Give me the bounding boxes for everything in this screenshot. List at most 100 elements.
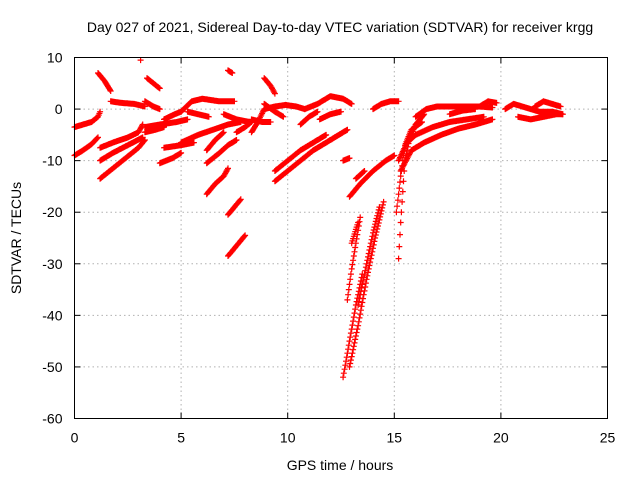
series-trace-20: [203, 137, 240, 167]
data-point-markers: [225, 67, 236, 76]
data-point-markers: [141, 98, 163, 113]
x-tick-label: 0: [71, 430, 79, 446]
data-point-markers: [248, 116, 274, 125]
series-trace-32: [271, 126, 351, 185]
data-point-markers: [233, 119, 255, 136]
data-point-markers: [97, 137, 148, 182]
data-point-markers: [144, 75, 163, 92]
data-point-markers: [346, 198, 387, 370]
series-trace-22: [225, 67, 236, 76]
data-point-markers: [370, 98, 402, 113]
x-tick-label: 5: [177, 430, 185, 446]
data-point-markers: [397, 116, 496, 174]
data-point-markers: [261, 75, 278, 97]
series-trace-26: [233, 119, 255, 136]
series-trace-50: [446, 106, 479, 118]
series-trace-33: [297, 108, 321, 128]
series-trace-12: [141, 124, 167, 136]
x-tick-label: 25: [600, 430, 616, 446]
series-trace-21: [203, 165, 231, 198]
data-point-markers: [203, 165, 231, 198]
x-axis-label: GPS time / hours: [287, 457, 394, 473]
data-point-markers: [97, 121, 146, 151]
series-trace-41: [346, 152, 398, 200]
data-point-markers: [515, 111, 566, 123]
series-trace-24: [225, 232, 249, 259]
series-trace-48: [397, 116, 496, 174]
series-trace-40: [355, 204, 383, 308]
data-point-markers: [178, 95, 238, 115]
series-trace-23: [225, 196, 244, 218]
x-tick-label: 10: [280, 430, 296, 446]
chart-title: Day 027 of 2021, Sidereal Day-to-day VTE…: [87, 19, 593, 35]
y-tick-label: -10: [42, 153, 62, 169]
x-tick-label: 20: [493, 430, 509, 446]
series-trace-30: [261, 100, 287, 120]
series-trace-18: [184, 108, 212, 120]
data-point-markers: [352, 168, 368, 182]
series-trace-08: [137, 57, 144, 64]
series-trace-10: [141, 98, 163, 113]
data-point-markers: [225, 196, 244, 218]
series-trace-03: [95, 70, 114, 94]
data-point-markers: [203, 129, 227, 154]
data-point-markers: [301, 93, 355, 113]
series-trace-14: [178, 95, 238, 115]
data-point-markers: [446, 106, 479, 118]
series-trace-06: [97, 134, 146, 164]
series-trace-09: [144, 75, 163, 92]
series-trace-53: [515, 111, 566, 123]
y-tick-label: 10: [47, 50, 63, 66]
series-trace-42: [348, 219, 362, 247]
series-trace-07: [97, 137, 148, 182]
series-trace-54: [532, 98, 564, 110]
data-point-markers: [141, 124, 167, 136]
data-point-markers: [271, 131, 330, 174]
series-trace-47: [395, 113, 487, 164]
series-trace-51: [476, 98, 500, 110]
series-trace-29: [261, 75, 278, 97]
data-point-markers: [220, 111, 253, 125]
data-point-markers: [225, 232, 249, 259]
y-tick-label: -50: [42, 359, 62, 375]
data-point-markers: [261, 100, 287, 120]
plot-frame: [74, 57, 608, 419]
data-point-markers: [137, 57, 144, 64]
series-trace-11: [141, 116, 191, 131]
data-point-markers: [97, 134, 146, 164]
series-trace-05: [97, 121, 146, 151]
data-point-markers: [203, 137, 240, 167]
series-trace-36: [340, 155, 353, 164]
series-trace-35: [316, 108, 344, 123]
series-trace-25: [220, 111, 253, 125]
series-trace-04: [107, 98, 148, 110]
y-tick-label: -20: [42, 204, 62, 220]
series-trace-43: [352, 168, 368, 182]
data-point-markers: [107, 98, 148, 110]
data-point-markers: [156, 149, 185, 167]
axis-ticks: 0 5 10 15 20 25 10 0 -10 -20 -30 -40 -50 -60: [42, 50, 615, 446]
data-point-markers: [476, 98, 500, 110]
series-trace-16: [156, 149, 185, 167]
series-trace-34: [301, 93, 355, 113]
data-point-markers: [141, 116, 191, 131]
data-point-markers: [346, 152, 398, 200]
data-points: [71, 57, 566, 381]
y-axis-label: SDTVAR / TECUs: [8, 182, 24, 294]
x-tick-label: 15: [387, 430, 403, 446]
data-point-markers: [178, 119, 244, 146]
y-tick-label: 0: [55, 101, 63, 117]
series-trace-19: [203, 129, 227, 154]
series-trace-44: [370, 98, 402, 113]
data-point-markers: [184, 108, 212, 120]
data-point-markers: [271, 126, 351, 185]
data-point-markers: [532, 98, 564, 110]
y-tick-label: -30: [42, 256, 62, 272]
series-trace-39: [346, 198, 387, 370]
series-trace-31: [271, 131, 330, 174]
y-tick-label: -40: [42, 307, 62, 323]
data-point-markers: [316, 108, 344, 123]
data-point-markers: [297, 108, 321, 128]
